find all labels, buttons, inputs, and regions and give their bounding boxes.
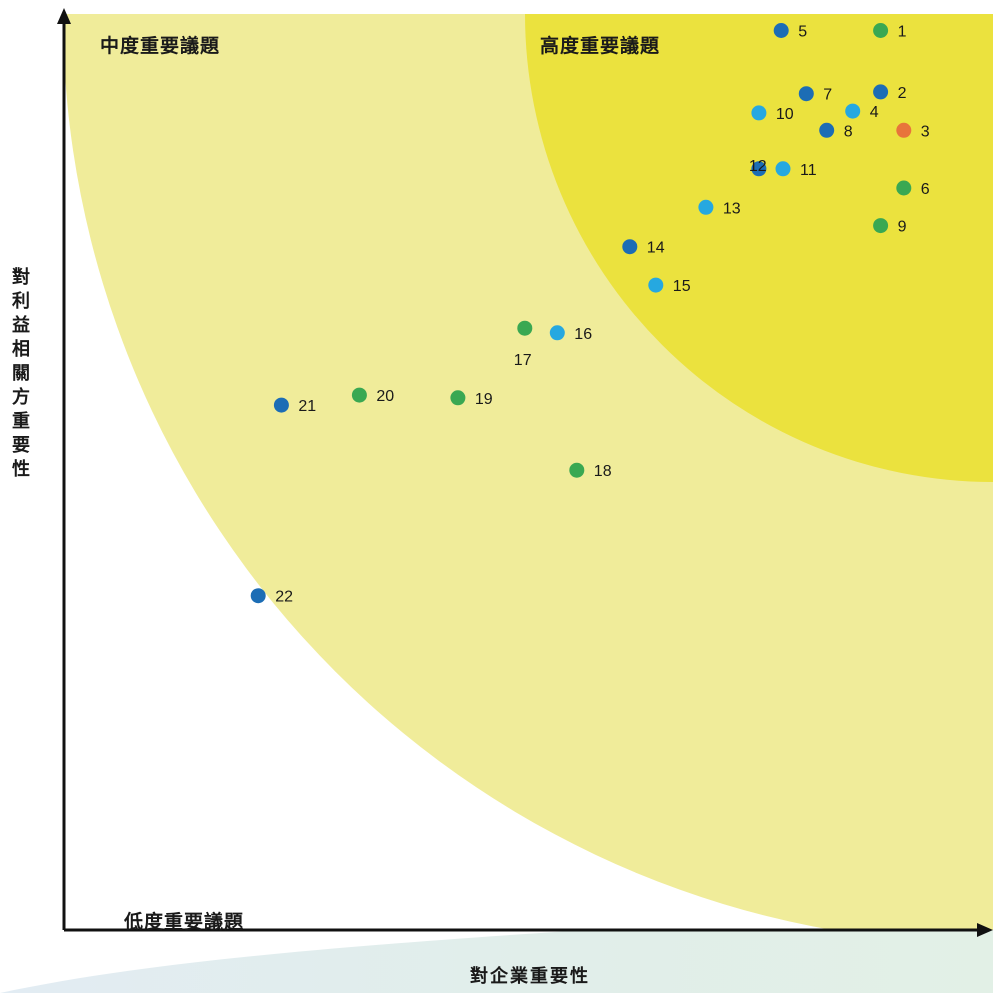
y-axis-title-glyph: 重 [12, 410, 32, 431]
data-point-label: 10 [776, 106, 794, 123]
data-point-18: 18 [569, 462, 612, 480]
data-point-label: 16 [574, 326, 592, 343]
data-point-21: 21 [273, 397, 316, 415]
data-point-16: 16 [549, 325, 592, 343]
data-point-label: 5 [798, 24, 807, 41]
data-point-marker [751, 161, 767, 177]
data-point-label: 20 [376, 388, 394, 405]
data-point-label: 18 [594, 463, 612, 480]
data-point-label: 13 [723, 200, 741, 217]
data-point-label: 2 [898, 85, 907, 102]
data-point-marker [450, 390, 466, 406]
data-point-label: 7 [823, 87, 832, 104]
data-point-marker [648, 277, 664, 293]
data-point-label: 15 [673, 278, 691, 295]
zone-label-medium: 中度重要議題 [100, 34, 220, 57]
zone-layer [64, 14, 993, 930]
data-point-marker [845, 103, 861, 119]
data-point-2: 2 [873, 84, 907, 102]
data-point-12: 12 [749, 158, 767, 177]
data-point-label: 21 [298, 398, 316, 415]
zone-high [525, 14, 993, 482]
data-point-label: 11 [800, 162, 817, 179]
data-point-marker [569, 462, 585, 478]
data-point-marker [351, 387, 367, 403]
data-point-marker [273, 397, 289, 413]
data-point-marker [773, 23, 789, 38]
data-point-3: 3 [896, 122, 930, 140]
data-point-11: 11 [775, 161, 817, 179]
x-axis-arrow [977, 923, 993, 937]
data-point-marker [622, 239, 638, 255]
data-point-6: 6 [896, 180, 930, 198]
x-axis-title: 對企業重要性 [470, 965, 590, 986]
data-point-marker [896, 180, 912, 196]
data-point-label: 19 [475, 391, 493, 408]
data-point-marker [896, 122, 912, 138]
data-point-marker [250, 588, 266, 604]
data-point-13: 13 [698, 199, 741, 217]
data-point-marker [751, 105, 767, 121]
data-point-label: 3 [921, 123, 930, 140]
data-point-5: 5 [773, 23, 807, 41]
y-axis-title-glyph: 利 [12, 290, 32, 311]
zone-label-high: 高度重要議題 [540, 34, 660, 57]
data-point-7: 7 [798, 86, 832, 104]
data-point-label: 22 [275, 589, 293, 606]
data-point-15: 15 [648, 277, 691, 295]
data-point-label: 8 [844, 123, 853, 140]
data-point-9: 9 [873, 218, 907, 236]
y-axis-title-glyph: 對 [12, 266, 32, 287]
data-point-label: 12 [749, 158, 767, 175]
data-point-marker [798, 86, 814, 102]
data-point-1: 1 [873, 23, 907, 41]
data-point-marker [517, 320, 533, 336]
data-point-marker [873, 84, 889, 100]
data-point-marker [873, 218, 889, 234]
data-point-label: 1 [898, 24, 907, 41]
data-point-marker [775, 161, 791, 177]
y-axis-title-glyph: 關 [12, 363, 32, 383]
data-point-19: 19 [450, 390, 493, 408]
y-axis-title-glyph: 方 [12, 386, 32, 407]
data-point-marker [873, 23, 889, 38]
y-axis-title-glyph: 益 [12, 314, 32, 335]
y-axis-title-glyph: 相 [12, 339, 32, 359]
data-point-marker [549, 325, 565, 341]
data-point-17: 17 [514, 320, 533, 369]
data-point-label: 14 [647, 240, 665, 257]
data-point-label: 4 [870, 104, 879, 121]
zone-label-low: 低度重要議題 [123, 910, 244, 933]
data-point-20: 20 [351, 387, 394, 405]
data-point-4: 4 [845, 103, 879, 121]
data-point-8: 8 [819, 122, 853, 140]
data-point-label: 17 [514, 352, 532, 369]
data-point-10: 10 [751, 105, 794, 123]
data-point-14: 14 [622, 239, 665, 257]
data-point-marker [819, 122, 835, 138]
y-axis-title-glyph: 要 [12, 435, 32, 455]
y-axis-arrow [57, 8, 71, 24]
data-point-22: 22 [250, 588, 293, 606]
y-axis-title-glyph: 性 [12, 458, 32, 479]
data-point-marker [698, 199, 714, 215]
data-point-label: 9 [898, 219, 907, 236]
data-point-label: 6 [921, 181, 930, 198]
